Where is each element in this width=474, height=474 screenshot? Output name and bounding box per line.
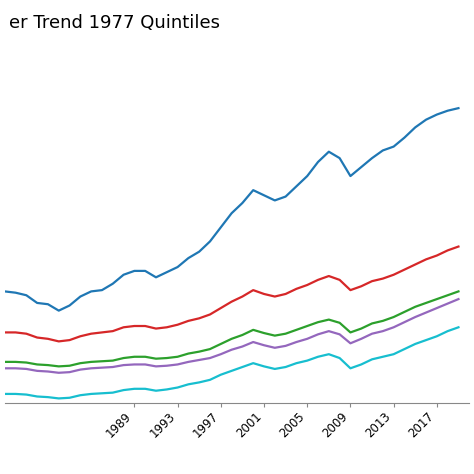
Text: er Trend 1977 Quintiles: er Trend 1977 Quintiles [9, 14, 220, 32]
